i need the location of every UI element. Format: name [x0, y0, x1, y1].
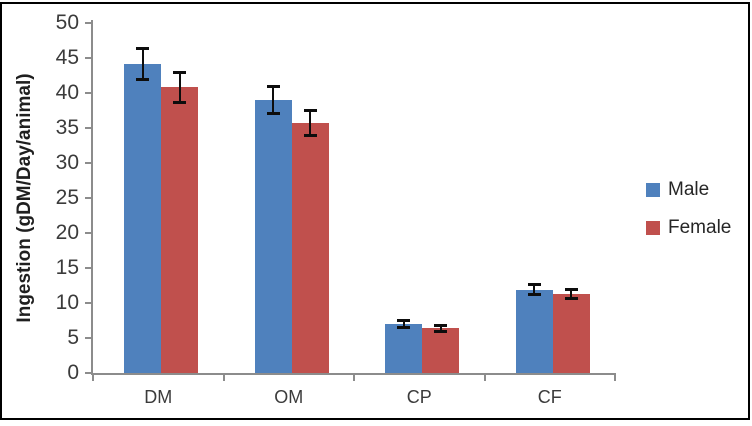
x-tick-label-dm: DM	[144, 387, 173, 407]
legend-item-female: Female	[646, 218, 731, 237]
x-tick	[222, 373, 225, 381]
error-bar-male-om-bottom-cap	[266, 111, 280, 115]
y-tick-label-35: 35	[55, 116, 79, 139]
bar-male-cf	[515, 289, 553, 373]
legend: Male Female	[646, 180, 731, 237]
error-bar-male-cf-bottom-cap	[527, 293, 541, 297]
error-bar-female-om	[309, 110, 312, 136]
error-bar-female-cf-bottom-cap	[564, 296, 578, 300]
y-tick-label-50: 50	[55, 11, 79, 34]
y-tick-label-25: 25	[55, 186, 79, 209]
bar-male-om	[254, 100, 292, 373]
y-tick	[85, 127, 91, 129]
y-tick-label-0: 0	[67, 361, 79, 384]
error-bar-male-om-top-cap	[266, 85, 280, 89]
x-tick-label-cp: CP	[406, 387, 432, 407]
y-tick-label-10: 10	[55, 291, 79, 314]
y-tick	[85, 197, 91, 199]
y-tick	[85, 372, 91, 374]
y-tick	[85, 22, 91, 24]
y-tick-label-40: 40	[55, 81, 79, 104]
legend-label-female: Female	[668, 217, 732, 238]
x-tick	[92, 373, 94, 381]
error-bar-female-cf-top-cap	[564, 288, 578, 292]
error-bar-male-cf	[533, 284, 536, 295]
error-bar-male-om	[272, 86, 275, 114]
y-tick-label-20: 20	[55, 221, 79, 244]
y-tick	[85, 232, 91, 234]
x-tick	[353, 373, 355, 381]
error-bar-male-cp-top-cap	[397, 319, 411, 322]
x-tick-label-om: OM	[274, 387, 304, 407]
bar-male-dm	[124, 64, 162, 373]
y-tick	[85, 162, 91, 164]
bar-female-om	[291, 123, 329, 373]
y-tick	[85, 337, 91, 339]
bar-female-cf	[552, 293, 590, 373]
y-tick	[85, 302, 91, 304]
y-tick-label-15: 15	[55, 256, 79, 279]
error-bar-female-om-top-cap	[303, 109, 317, 112]
error-bar-female-dm-top-cap	[173, 71, 187, 75]
y-tick-label-5: 5	[67, 326, 79, 349]
x-tick-label-cf: CF	[537, 387, 562, 407]
y-axis-line	[91, 20, 93, 375]
bar-female-cp	[422, 328, 460, 373]
error-bar-female-cp-top-cap	[434, 323, 448, 327]
y-tick	[85, 57, 91, 59]
bar-male-cp	[385, 324, 423, 373]
error-bar-female-cp	[439, 325, 442, 331]
error-bar-male-cf-top-cap	[527, 283, 541, 287]
error-bar-male-dm	[141, 48, 144, 80]
y-tick	[85, 267, 91, 269]
error-bar-female-cp-bottom-cap	[434, 329, 448, 333]
error-bar-male-cp	[402, 320, 405, 328]
error-bar-female-dm-bottom-cap	[173, 100, 187, 104]
error-bar-male-dm-top-cap	[136, 47, 150, 51]
y-tick-label-30: 30	[55, 151, 79, 174]
x-tick	[483, 373, 486, 381]
bar-female-dm	[161, 87, 199, 373]
male-series-swatch-icon	[646, 182, 660, 197]
x-tick	[614, 373, 616, 381]
error-bar-male-cp-bottom-cap	[397, 326, 411, 329]
y-tick-label-45: 45	[55, 46, 79, 69]
error-bar-male-dm-bottom-cap	[136, 78, 150, 82]
y-tick	[85, 92, 91, 94]
legend-item-male: Male	[646, 180, 731, 199]
female-series-swatch-icon	[646, 220, 660, 235]
error-bar-female-cf	[570, 289, 573, 299]
error-bar-female-om-bottom-cap	[303, 134, 317, 138]
error-bar-female-dm	[178, 72, 181, 103]
legend-label-male: Male	[668, 179, 710, 200]
